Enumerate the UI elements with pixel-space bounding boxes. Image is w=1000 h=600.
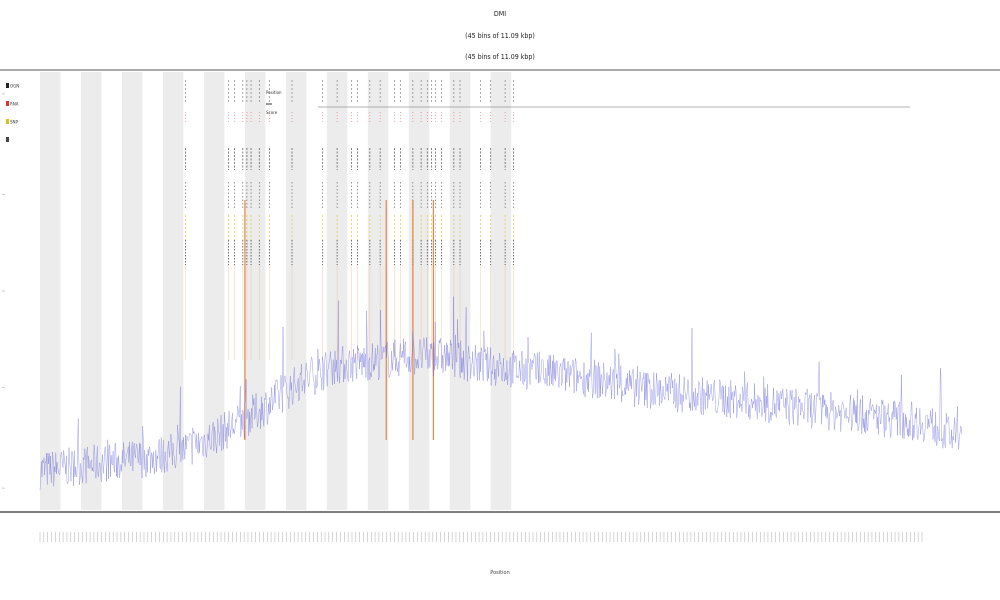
chart-subtitle-1: (45 bins of 11.09 kbp) xyxy=(465,32,535,40)
chart-title: DMI xyxy=(494,10,506,18)
inner-legend-label-0: Position xyxy=(266,90,282,95)
legend-label-1: RNA xyxy=(10,102,19,107)
legend-label-0: OGN xyxy=(10,84,19,89)
shaded-bin-1 xyxy=(80,72,102,510)
chart-title-block: DMI (45 bins of 11.09 kbp) (45 bins of 1… xyxy=(465,10,535,61)
y-axis-ticks xyxy=(2,93,5,489)
shaded-bin-6 xyxy=(285,72,307,510)
shaded-bin-0 xyxy=(40,72,61,510)
shaded-bin-3 xyxy=(162,72,184,510)
spike-marks xyxy=(185,80,514,440)
legend-swatch-0 xyxy=(6,83,9,88)
chart-subtitle-2: (45 bins of 11.09 kbp) xyxy=(465,53,535,61)
legend-swatch-1 xyxy=(6,101,9,106)
shaded-bin-8 xyxy=(367,72,389,510)
legend: OGN RNA SNP xyxy=(6,83,19,142)
shaded-bin-5 xyxy=(244,72,266,510)
shaded-bin-bands xyxy=(40,72,512,510)
legend-swatch-2 xyxy=(6,119,9,124)
series-line-0 xyxy=(39,296,963,491)
x-axis-tick-labels xyxy=(39,532,923,542)
x-axis-label: Position xyxy=(490,570,509,576)
shaded-bin-2 xyxy=(121,72,143,510)
shaded-bin-9 xyxy=(408,72,430,510)
series-lines xyxy=(39,296,963,491)
legend-swatch-3 xyxy=(6,137,9,142)
axes xyxy=(0,69,1000,513)
inner-legend-label-2: Score xyxy=(266,110,278,115)
inner-legend: Position Score xyxy=(266,90,282,115)
legend-label-2: SNP xyxy=(10,120,19,125)
shaded-bin-11 xyxy=(490,72,512,510)
shaded-bin-4 xyxy=(203,72,225,510)
